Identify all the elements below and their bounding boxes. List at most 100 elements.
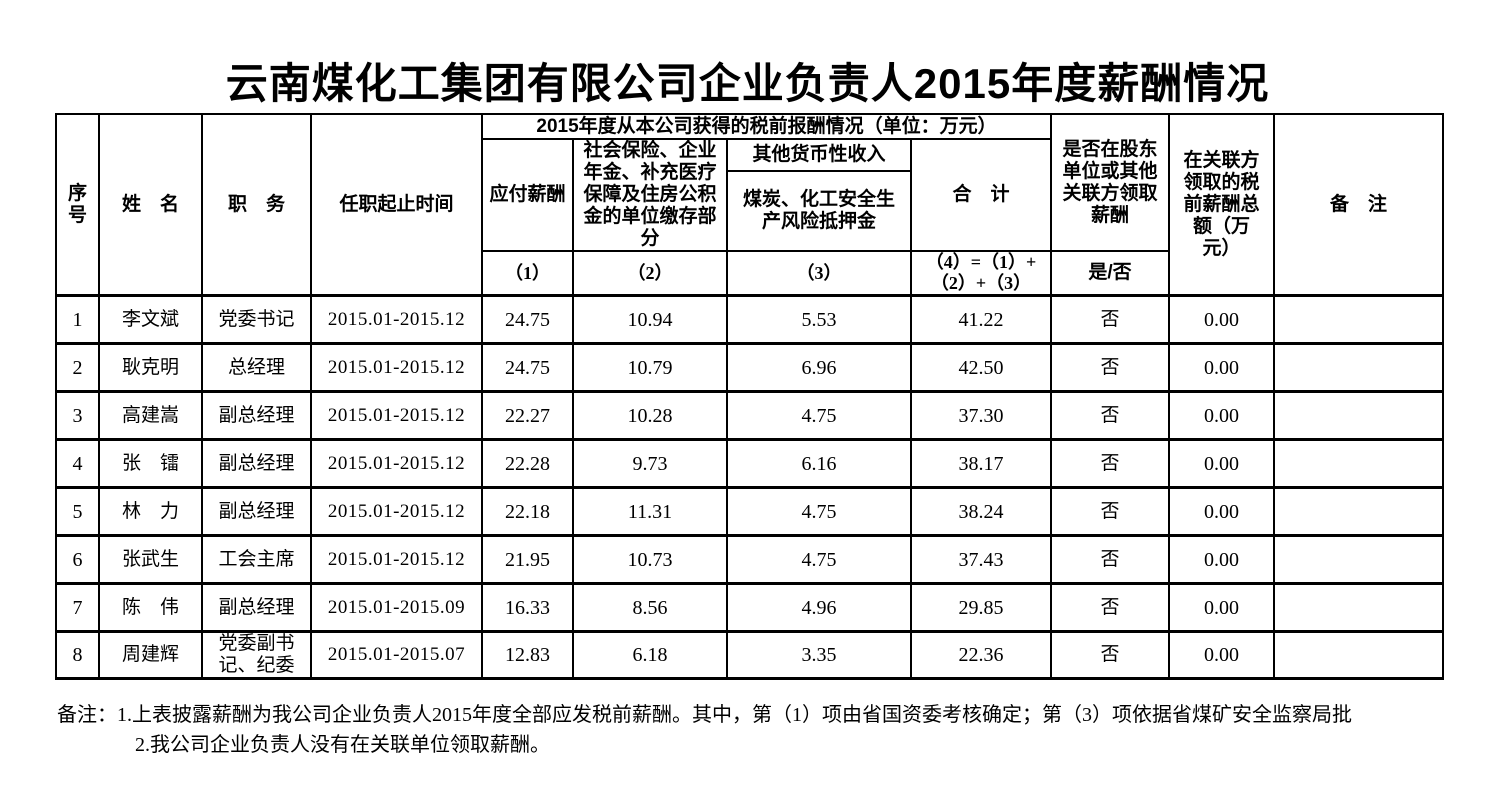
cell-social: 10.73 (572, 534, 728, 585)
cell-social: 10.94 (572, 294, 728, 345)
col-header-pretax-span: 2015年度从本公司获得的税前报酬情况（单位：万元） (480, 113, 1053, 140)
cell-related-yesno: 否 (1050, 486, 1171, 537)
table-row: 1 李文斌 党委书记 2015.01-2015.12 24.75 10.94 5… (55, 294, 1445, 345)
cell-payable: 22.28 (481, 438, 574, 489)
cell-no: 2 (55, 342, 100, 393)
cell-total: 37.43 (909, 534, 1053, 585)
cell-position: 工会主席 (201, 534, 312, 585)
cell-deposit: 4.75 (726, 486, 912, 537)
cell-payable: 12.83 (481, 630, 574, 680)
cell-deposit: 6.16 (726, 438, 912, 489)
cell-term: 2015.01-2015.12 (310, 486, 483, 537)
cell-deposit: 3.35 (726, 630, 912, 680)
cell-term: 2015.01-2015.07 (310, 630, 483, 680)
cell-no: 8 (55, 630, 100, 680)
cell-total: 42.50 (909, 342, 1053, 393)
col-header-payable: 应付薪酬 (481, 138, 574, 252)
col-header-yesno: 是/否 (1050, 250, 1171, 297)
cell-payable: 22.27 (481, 390, 574, 441)
note-line-1: 备注：1.上表披露薪酬为我公司企业负责人2015年度全部应发税前薪酬。其中，第（… (57, 704, 1352, 726)
cell-position: 副总经理 (201, 390, 312, 441)
cell-remark (1273, 486, 1445, 537)
cell-term: 2015.01-2015.12 (310, 534, 483, 585)
cell-total: 38.17 (909, 438, 1053, 489)
cell-related-amount: 0.00 (1168, 582, 1276, 633)
cell-related-yesno: 否 (1050, 630, 1171, 680)
cell-position: 副总经理 (201, 438, 312, 489)
cell-related-amount: 0.00 (1168, 438, 1276, 489)
cell-related-amount: 0.00 (1168, 534, 1276, 585)
cell-related-yesno: 否 (1050, 294, 1171, 345)
col-header-social: 社会保险、企业 年金、补充医疗 保障及住房公积 金的单位缴存部 分 (572, 138, 728, 252)
cell-term: 2015.01-2015.12 (310, 390, 483, 441)
cell-deposit: 4.75 (726, 534, 912, 585)
cell-term: 2015.01-2015.12 (310, 342, 483, 393)
cell-name: 李文斌 (98, 294, 203, 345)
salary-table: 序号 姓 名 职 务 任职起止时间 2015年度从本公司获得的税前报酬情况（单位… (55, 113, 1445, 680)
page-title: 云南煤化工集团有限公司企业负责人2015年度薪酬情况 (225, 60, 1270, 107)
table-row: 4 张 镭 副总经理 2015.01-2015.12 22.28 9.73 6.… (55, 438, 1445, 489)
cell-total: 22.36 (909, 630, 1053, 680)
cell-related-yesno: 否 (1050, 582, 1171, 633)
note-line-2: 2.我公司企业负责人没有在关联单位领取薪酬。 (135, 734, 550, 756)
col-header-index: 序号 (55, 113, 100, 297)
col-header-1: （1） (481, 250, 574, 297)
col-header-4: （4）=（1）+ （2）+（3） (909, 250, 1053, 297)
cell-social: 6.18 (572, 630, 728, 680)
table-row: 3 高建嵩 副总经理 2015.01-2015.12 22.27 10.28 4… (55, 390, 1445, 441)
cell-payable: 24.75 (481, 342, 574, 393)
cell-name: 高建嵩 (98, 390, 203, 441)
cell-total: 29.85 (909, 582, 1053, 633)
cell-remark (1273, 294, 1445, 345)
cell-no: 4 (55, 438, 100, 489)
cell-social: 9.73 (572, 438, 728, 489)
col-header-deposit: 煤炭、化工安全生 产风险抵押金 (726, 170, 912, 252)
cell-related-amount: 0.00 (1168, 486, 1276, 537)
cell-no: 3 (55, 390, 100, 441)
cell-social: 8.56 (572, 582, 728, 633)
cell-total: 41.22 (909, 294, 1053, 345)
cell-term: 2015.01-2015.12 (310, 294, 483, 345)
cell-related-amount: 0.00 (1168, 294, 1276, 345)
col-header-total: 合 计 (909, 138, 1053, 252)
cell-position: 总经理 (201, 342, 312, 393)
table-row: 5 林 力 副总经理 2015.01-2015.12 22.18 11.31 4… (55, 486, 1445, 537)
cell-remark (1273, 582, 1445, 633)
col-header-name: 姓 名 (98, 113, 203, 297)
cell-social: 11.31 (572, 486, 728, 537)
cell-total: 37.30 (909, 390, 1053, 441)
cell-related-amount: 0.00 (1168, 630, 1276, 680)
cell-name: 张 镭 (98, 438, 203, 489)
table-row: 2 耿克明 总经理 2015.01-2015.12 24.75 10.79 6.… (55, 342, 1445, 393)
cell-position: 副总经理 (201, 486, 312, 537)
cell-term: 2015.01-2015.09 (310, 582, 483, 633)
cell-related-yesno: 否 (1050, 390, 1171, 441)
cell-position: 副总经理 (201, 582, 312, 633)
cell-name: 林 力 (98, 486, 203, 537)
cell-deposit: 5.53 (726, 294, 912, 345)
cell-payable: 21.95 (481, 534, 574, 585)
cell-term: 2015.01-2015.12 (310, 438, 483, 489)
cell-name: 耿克明 (98, 342, 203, 393)
cell-payable: 16.33 (481, 582, 574, 633)
cell-deposit: 4.75 (726, 390, 912, 441)
notes-section: 备注：1.上表披露薪酬为我公司企业负责人2015年度全部应发税前薪酬。其中，第（… (57, 700, 1487, 760)
cell-deposit: 6.96 (726, 342, 912, 393)
col-header-2: （2） (572, 250, 728, 297)
col-header-other-income: 其他货币性收入 (726, 137, 912, 173)
cell-related-yesno: 否 (1050, 342, 1171, 393)
cell-name: 陈 伟 (98, 582, 203, 633)
cell-name: 张武生 (98, 534, 203, 585)
cell-remark (1273, 630, 1445, 680)
col-header-related-amount: 在关联方 领取的税 前薪酬总 额（万 元） (1168, 113, 1276, 297)
cell-deposit: 4.96 (726, 582, 912, 633)
cell-name: 周建辉 (98, 630, 203, 680)
cell-related-amount: 0.00 (1168, 342, 1276, 393)
table-row: 7 陈 伟 副总经理 2015.01-2015.09 16.33 8.56 4.… (55, 582, 1445, 633)
table-row: 6 张武生 工会主席 2015.01-2015.12 21.95 10.73 4… (55, 534, 1445, 585)
cell-no: 7 (55, 582, 100, 633)
cell-social: 10.28 (572, 390, 728, 441)
cell-social: 10.79 (572, 342, 728, 393)
col-header-remark: 备 注 (1273, 113, 1445, 297)
